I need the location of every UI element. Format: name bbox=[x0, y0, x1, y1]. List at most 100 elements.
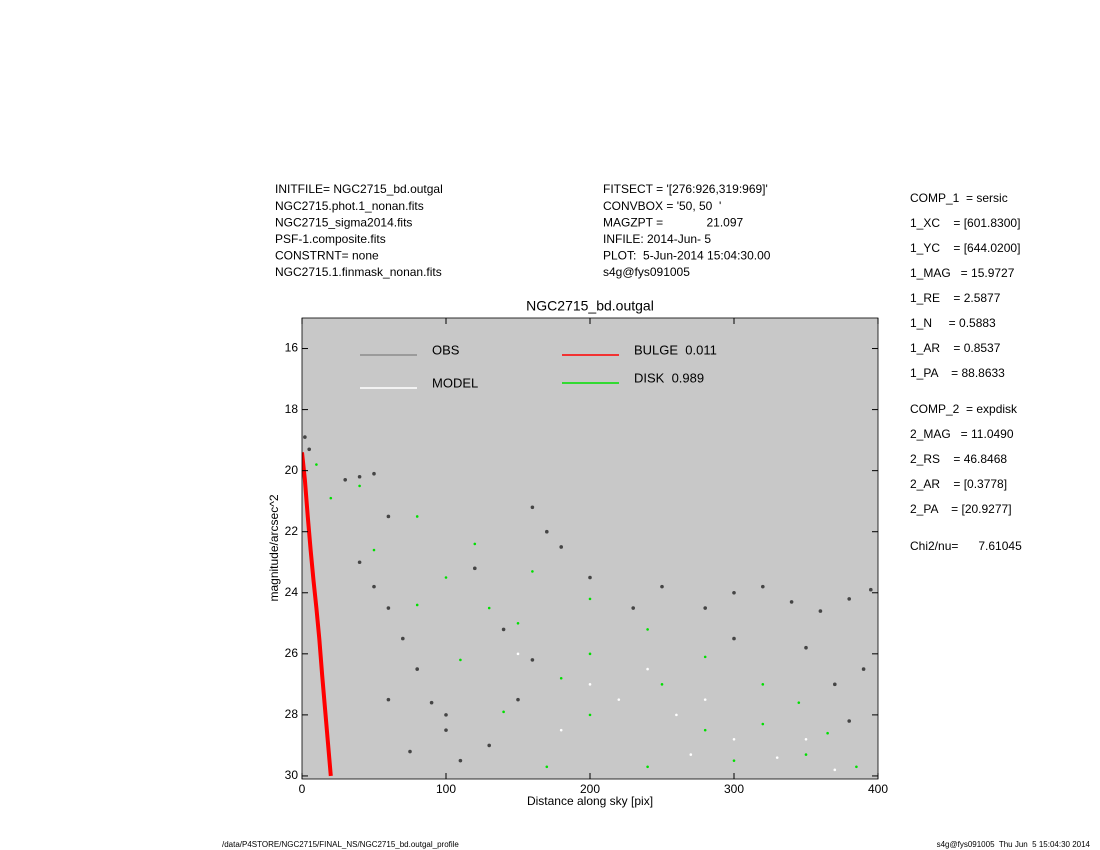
data-point bbox=[372, 584, 376, 589]
data-point bbox=[429, 700, 434, 705]
legend-label: DISK 0.989 bbox=[634, 370, 704, 385]
data-point bbox=[703, 728, 707, 732]
data-point bbox=[473, 542, 477, 546]
data-point bbox=[459, 658, 462, 662]
data-point bbox=[861, 667, 866, 671]
y-tick-label: 18 bbox=[285, 402, 299, 416]
data-point bbox=[559, 676, 563, 680]
data-point bbox=[588, 575, 592, 580]
data-point bbox=[775, 756, 779, 759]
parameter: 1_RE = 2.5877 bbox=[910, 291, 1001, 305]
data-point bbox=[646, 628, 649, 631]
header-line: s4g@fys091005 bbox=[603, 265, 690, 279]
legend-label: BULGE 0.011 bbox=[634, 342, 717, 357]
parameter: 2_MAG = 11.0490 bbox=[910, 427, 1014, 441]
data-point bbox=[415, 515, 419, 518]
data-point bbox=[444, 576, 448, 579]
data-point bbox=[804, 738, 808, 741]
data-point bbox=[444, 728, 448, 732]
x-tick-label: 300 bbox=[724, 782, 744, 796]
parameter: 1_MAG = 15.9727 bbox=[910, 266, 1015, 280]
data-point bbox=[329, 496, 333, 500]
y-axis-label: magnitude/arcsec^2 bbox=[267, 494, 281, 601]
data-point bbox=[703, 698, 707, 701]
data-point bbox=[372, 471, 376, 476]
data-point bbox=[501, 627, 506, 632]
data-point bbox=[869, 587, 873, 592]
header-line: FITSECT = '[276:926,319:969]' bbox=[603, 182, 768, 196]
header-line: CONSTRNT= none bbox=[275, 249, 379, 263]
x-tick-label: 200 bbox=[580, 782, 600, 796]
data-point bbox=[703, 606, 707, 610]
data-point bbox=[545, 529, 549, 534]
data-point bbox=[732, 590, 736, 595]
data-point bbox=[588, 713, 592, 717]
data-point bbox=[358, 484, 361, 488]
data-point bbox=[473, 566, 477, 571]
data-point bbox=[818, 609, 823, 613]
data-point bbox=[732, 636, 736, 641]
data-point bbox=[646, 765, 649, 769]
chart-title: NGC2715_bd.outgal bbox=[526, 298, 654, 314]
data-point bbox=[847, 597, 851, 601]
data-point bbox=[516, 621, 520, 625]
data-point bbox=[458, 758, 463, 763]
data-point bbox=[530, 505, 535, 510]
y-tick-label: 26 bbox=[285, 646, 299, 660]
data-point bbox=[531, 570, 534, 573]
y-tick-label: 28 bbox=[285, 707, 299, 721]
x-axis-label: Distance along sky [pix] bbox=[527, 794, 653, 808]
data-point bbox=[588, 683, 592, 686]
data-point bbox=[357, 560, 362, 565]
footer-stamp: s4g@fys091005 Thu Jun 5 15:04:30 2014 bbox=[937, 840, 1091, 849]
header-line: MAGZPT = 21.097 bbox=[603, 215, 743, 229]
data-point bbox=[559, 728, 563, 732]
data-point bbox=[487, 743, 492, 748]
parameter: 2_AR = [0.3778] bbox=[910, 477, 1007, 491]
data-point bbox=[386, 606, 391, 610]
data-point bbox=[415, 667, 420, 671]
data-point bbox=[415, 603, 419, 607]
header-line: NGC2715.1.finmask_nonan.fits bbox=[275, 265, 442, 279]
data-point bbox=[703, 655, 707, 659]
header-line: NGC2715_sigma2014.fits bbox=[275, 215, 412, 229]
data-point bbox=[660, 683, 664, 686]
data-point bbox=[530, 658, 535, 662]
data-point bbox=[502, 710, 505, 714]
data-point bbox=[617, 698, 621, 701]
data-point bbox=[408, 749, 412, 754]
plot-background bbox=[302, 318, 878, 779]
data-point bbox=[804, 753, 808, 756]
header-line: PLOT: 5-Jun-2014 15:04:30.00 bbox=[603, 249, 771, 263]
plot-frame bbox=[301, 317, 879, 780]
data-point bbox=[588, 597, 592, 601]
data-point bbox=[660, 584, 664, 589]
data-point bbox=[732, 738, 736, 741]
data-point bbox=[372, 548, 376, 552]
data-point bbox=[646, 667, 649, 671]
data-point bbox=[386, 697, 391, 702]
header-line: INFILE: 2014-Jun- 5 bbox=[603, 232, 711, 246]
data-point bbox=[675, 713, 678, 717]
data-point bbox=[487, 606, 491, 610]
data-point bbox=[761, 722, 765, 726]
data-point bbox=[343, 478, 348, 482]
data-point bbox=[315, 463, 318, 466]
data-point bbox=[516, 697, 520, 702]
header-line: PSF-1.composite.fits bbox=[275, 232, 386, 246]
legend-label: OBS bbox=[432, 342, 460, 357]
data-point bbox=[386, 514, 391, 519]
data-point bbox=[401, 636, 405, 641]
data-point bbox=[689, 753, 693, 756]
data-point bbox=[826, 731, 829, 735]
data-point bbox=[804, 645, 808, 650]
parameter: COMP_1 = sersic bbox=[910, 191, 1008, 205]
series-line bbox=[302, 452, 333, 777]
footer-path: /data/P4STORE/NGC2715/FINAL_NS/NGC2715_b… bbox=[222, 840, 459, 849]
plot-area bbox=[302, 435, 873, 777]
data-point bbox=[732, 759, 736, 762]
data-point bbox=[559, 545, 563, 549]
data-point bbox=[847, 719, 851, 723]
parameter: 2_RS = 46.8468 bbox=[910, 452, 1007, 466]
